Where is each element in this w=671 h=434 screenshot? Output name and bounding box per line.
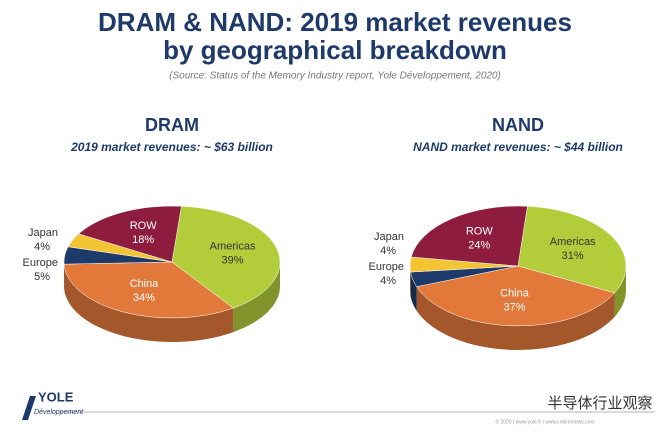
pie-slice bbox=[171, 205, 281, 309]
slice-value-label: 34% bbox=[133, 292, 155, 304]
slice-label: China bbox=[500, 288, 530, 300]
slice-value-label: 39% bbox=[222, 255, 244, 267]
logo-subtext: Développement bbox=[34, 409, 84, 416]
copyright: © 2020 | www.yole.fr | www.i-micronews.c… bbox=[495, 418, 594, 425]
pie-slice bbox=[63, 261, 234, 319]
pie-slice-side bbox=[614, 266, 626, 317]
slice-label: Europe bbox=[369, 261, 404, 273]
slice-value-label: 4% bbox=[380, 275, 396, 287]
logo-text: YOLE bbox=[38, 389, 74, 404]
slice-value-label: 24% bbox=[468, 240, 490, 252]
slice-value-label: 4% bbox=[380, 245, 396, 257]
pie-slice bbox=[517, 205, 627, 294]
chart-subtitle: 2019 market revenues: ~ $63 billion bbox=[70, 140, 273, 154]
slice-value-label: 37% bbox=[503, 302, 525, 314]
slice-label: Americas bbox=[550, 236, 596, 248]
slice-label: China bbox=[130, 278, 160, 290]
logo-mark bbox=[22, 396, 36, 420]
slice-value-label: 31% bbox=[562, 250, 584, 262]
slice-label: ROW bbox=[466, 226, 494, 238]
pie-slice bbox=[78, 205, 182, 263]
slice-label: ROW bbox=[130, 220, 158, 232]
page-title-line2: by geographical breakdown bbox=[163, 35, 507, 65]
pie-slice bbox=[416, 265, 616, 327]
slice-label: Japan bbox=[28, 227, 58, 239]
page-title: DRAM & NAND: 2019 market revenues bbox=[98, 7, 572, 37]
pie-slice-side bbox=[410, 272, 417, 311]
chart-title: NAND bbox=[492, 115, 544, 135]
pie-slice-side bbox=[416, 286, 615, 351]
slice-value-label: 18% bbox=[132, 234, 154, 246]
chart-title: DRAM bbox=[145, 115, 199, 135]
watermark: 半导体行业观察 bbox=[547, 394, 652, 412]
slice-label: Japan bbox=[374, 231, 404, 243]
chart-subtitle: NAND market revenues: ~ $44 billion bbox=[413, 140, 623, 154]
pie-slice bbox=[410, 205, 528, 267]
slice-value-label: 5% bbox=[34, 271, 50, 283]
page-subtitle: (Source: Status of the Memory Industry r… bbox=[169, 71, 501, 82]
pie-slice-side bbox=[410, 266, 411, 297]
pie-slice-side bbox=[64, 264, 234, 343]
slice-label: Americas bbox=[210, 241, 256, 253]
slice-value-label: 4% bbox=[34, 241, 50, 253]
slice-label: Europe bbox=[23, 257, 58, 269]
